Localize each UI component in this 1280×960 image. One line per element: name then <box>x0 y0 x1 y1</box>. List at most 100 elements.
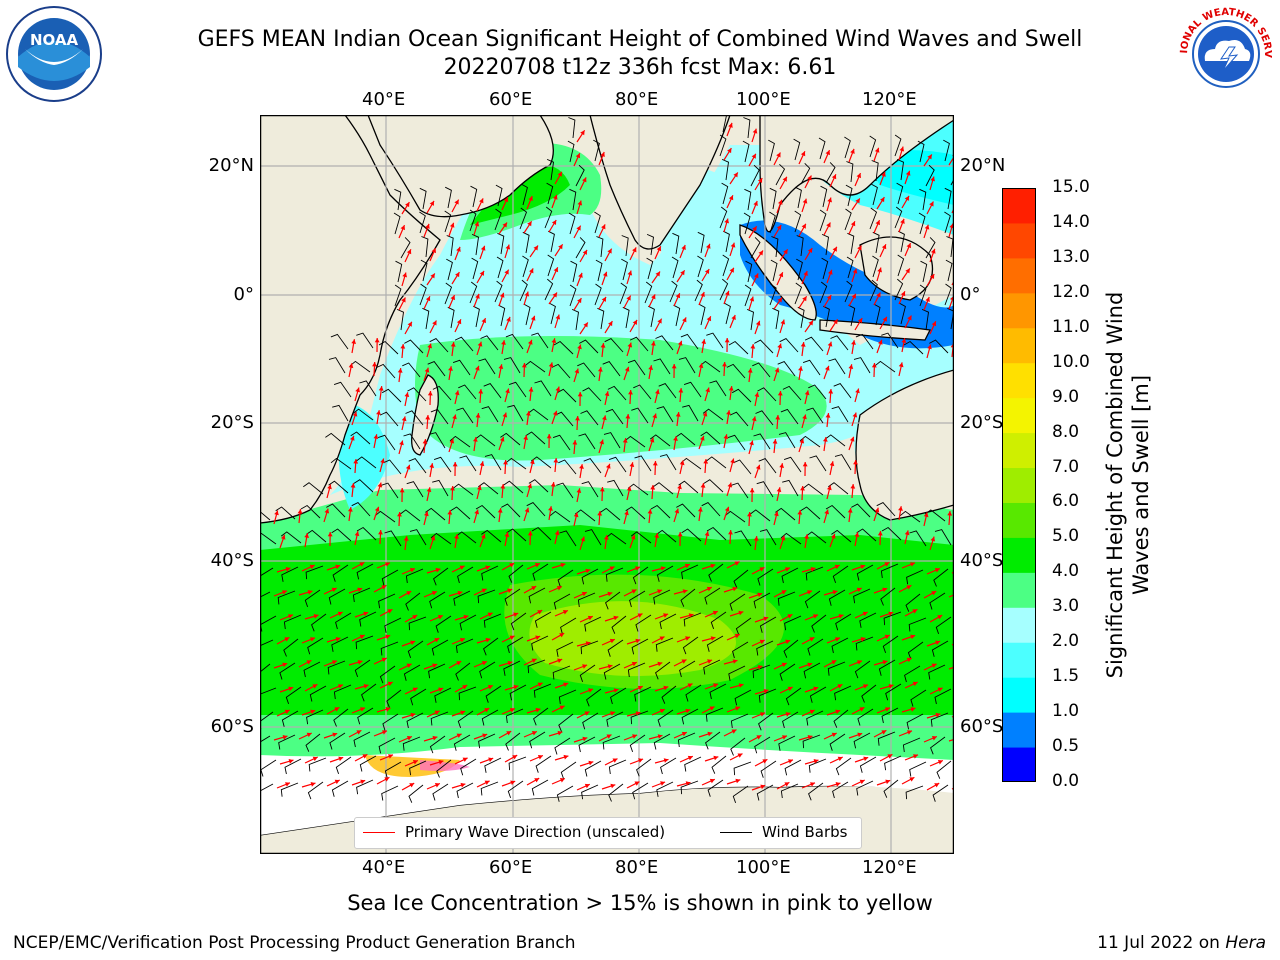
wind-barb <box>278 734 296 750</box>
wave-arrow-head <box>749 296 755 302</box>
wind-barb <box>408 784 424 803</box>
wave-arrow-head <box>355 387 360 393</box>
wave-arrow-head <box>521 363 527 368</box>
wave-arrow-head <box>627 270 633 276</box>
wave-arrow-head <box>777 391 783 396</box>
wave-arrow-head <box>454 534 459 539</box>
wave-arrow-head <box>930 176 935 182</box>
wave-arrow-head <box>624 366 630 372</box>
wave-arrow-head <box>632 734 638 739</box>
wind-barb <box>455 662 471 681</box>
wind-barb <box>359 755 377 772</box>
wave-arrow-head <box>782 735 787 740</box>
wind-barb <box>405 410 424 426</box>
wave-arrow-head <box>434 710 440 715</box>
wind-barb <box>778 432 796 449</box>
wind-barb <box>607 385 627 401</box>
wind-barb <box>709 683 727 700</box>
wave-arrow-head <box>524 291 530 297</box>
wind-barb <box>834 685 852 701</box>
wind-barb <box>882 635 899 654</box>
wave-arrow-head <box>901 338 907 343</box>
wave-arrow-head <box>881 244 887 250</box>
wind-barb <box>531 526 552 541</box>
wave-arrow-head <box>913 754 918 759</box>
wave-arrow-head <box>682 317 687 323</box>
x-tick-bottom-120e: 120°E <box>862 857 917 878</box>
wind-barb <box>794 210 802 233</box>
wave-arrow-head <box>552 292 557 298</box>
wave-arrow-head <box>484 780 490 785</box>
wave-arrow-head <box>553 458 559 463</box>
wave-arrow-head <box>353 459 359 464</box>
colorbar-tick-label: 8.0 <box>1052 421 1080 442</box>
wave-arrow-head <box>685 781 691 786</box>
wind-barb <box>621 258 628 281</box>
wave-arrow-head <box>606 463 611 469</box>
wind-barb <box>551 363 571 379</box>
wind-barb <box>769 283 777 306</box>
wind-barb <box>807 638 824 656</box>
wave-arrow-head <box>577 392 583 397</box>
wave-arrow-head <box>754 392 760 397</box>
legend-swatch-wave <box>363 832 395 833</box>
wave-arrow-head <box>612 758 618 763</box>
colorbar-tick-label: 0.5 <box>1052 736 1080 757</box>
wave-arrow-head <box>831 660 837 665</box>
wave-arrow-head <box>837 684 843 689</box>
wave-arrow-head <box>610 783 616 789</box>
wind-barb <box>501 503 521 518</box>
sea-ice-note: Sea Ice Concentration > 15% is shown in … <box>347 891 933 915</box>
wind-barb <box>656 781 674 797</box>
wave-arrow-head <box>847 508 853 513</box>
wind-barb <box>381 569 399 586</box>
wave-arrow-head <box>513 684 519 690</box>
wave-arrow-head <box>635 711 641 716</box>
wind-barb <box>354 659 371 678</box>
wind-barb <box>605 567 624 582</box>
wave-arrow-head <box>808 320 813 326</box>
wave-arrow-head <box>907 315 912 321</box>
wind-barb <box>430 408 449 425</box>
wave-arrow-head <box>600 343 606 348</box>
wind-barb <box>603 432 621 449</box>
wind-barb <box>558 689 577 705</box>
wind-barb <box>556 641 574 657</box>
wind-barb <box>570 260 578 283</box>
wave-arrow-head <box>456 661 462 666</box>
wave-arrow-head <box>826 295 832 300</box>
wind-barb <box>419 211 426 234</box>
wave-arrow-head <box>880 197 885 203</box>
wind-barb <box>578 433 596 450</box>
wave-arrow-head <box>385 562 390 567</box>
wind-barb <box>455 531 477 544</box>
wave-arrow-head <box>785 712 791 717</box>
wind-barb <box>594 283 602 306</box>
wind-barb <box>802 734 821 749</box>
wind-barb <box>330 457 352 470</box>
wave-arrow-head <box>312 684 318 689</box>
wave-arrow-head <box>754 273 759 279</box>
graticule <box>260 115 954 854</box>
wind-barb <box>284 758 302 775</box>
colorbar-segment <box>1002 502 1036 538</box>
colorbar-tick-label: 11.0 <box>1052 316 1090 337</box>
wave-arrow-head <box>687 683 693 688</box>
colorbar-segment <box>1002 222 1036 259</box>
wave-arrow-head <box>381 657 387 663</box>
wind-barb <box>474 434 496 447</box>
wind-barb <box>510 612 527 631</box>
wave-arrow-head <box>647 509 653 514</box>
wave-arrow-head <box>297 509 303 514</box>
wave-arrow-head <box>487 685 493 690</box>
wind-barb <box>632 782 649 800</box>
wind-barb <box>275 506 296 520</box>
wind-barb <box>733 761 752 776</box>
wind-barb <box>485 685 502 703</box>
wind-barb <box>558 713 574 732</box>
wave-arrow-head <box>700 435 705 441</box>
wave-arrow-head <box>477 341 483 347</box>
wind-barb <box>782 385 802 401</box>
wave-arrow-head <box>288 614 293 619</box>
wave-arrow-head <box>787 686 793 692</box>
